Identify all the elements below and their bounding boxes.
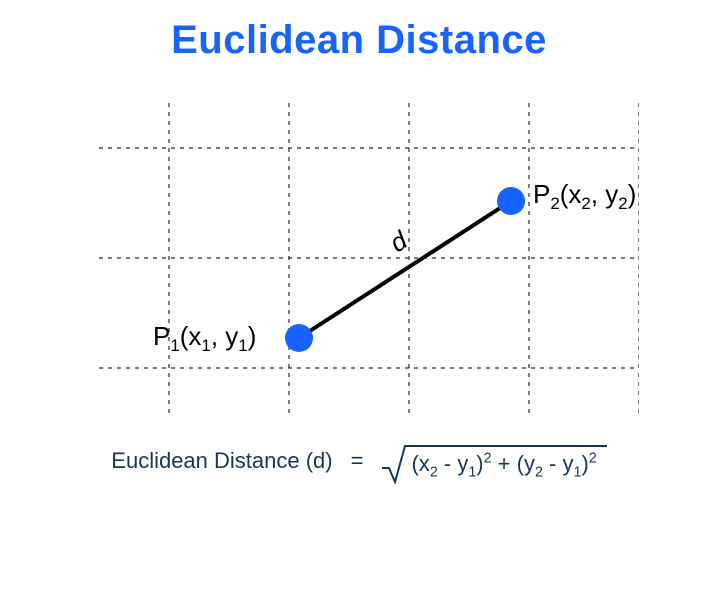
page-title: Euclidean Distance xyxy=(0,18,718,63)
distance-segment xyxy=(299,201,511,338)
distance-formula: Euclidean Distance (d) = (x2 - y1)2 + (y… xyxy=(0,441,718,481)
square-root: (x2 - y1)2 + (y2 - y1)2 xyxy=(381,441,606,481)
radical-icon xyxy=(381,444,407,484)
p2-label: P2(x2, y2) xyxy=(533,179,639,229)
point-p2 xyxy=(497,187,525,215)
distance-diagram: dP1(x1, y1)P2(x2, y2) xyxy=(79,103,639,413)
equals-sign: = xyxy=(351,448,364,474)
formula-label: Euclidean Distance (d) xyxy=(111,448,332,474)
diagram-svg: dP1(x1, y1)P2(x2, y2) xyxy=(79,103,639,413)
p1-label: P1(x1, y1) xyxy=(153,321,333,371)
radicand: (x2 - y1)2 + (y2 - y1)2 xyxy=(405,445,606,477)
